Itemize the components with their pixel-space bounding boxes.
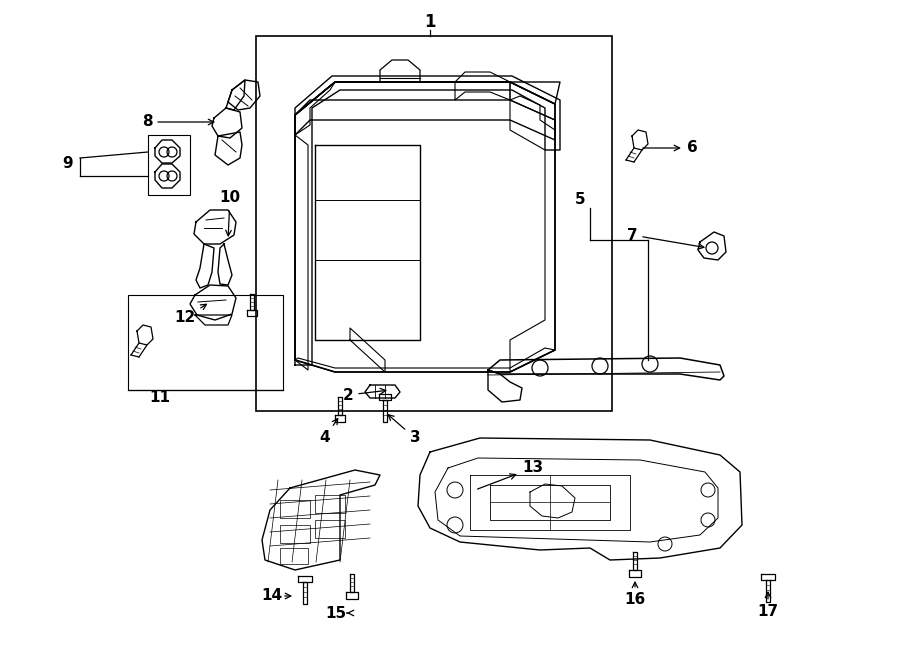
Text: 6: 6 — [643, 141, 698, 155]
Text: 5: 5 — [575, 192, 585, 208]
Text: 2: 2 — [343, 387, 386, 403]
Bar — [280, 500, 310, 518]
Text: 11: 11 — [149, 391, 170, 405]
Bar — [148, 135, 190, 195]
Text: 12: 12 — [175, 304, 206, 325]
Bar — [128, 295, 283, 390]
Bar — [315, 495, 345, 513]
Bar — [315, 520, 345, 538]
Bar — [280, 548, 308, 564]
Text: 10: 10 — [220, 190, 240, 236]
Text: 17: 17 — [758, 592, 778, 619]
Bar — [256, 36, 612, 411]
Text: 14: 14 — [261, 588, 283, 603]
Bar — [280, 525, 310, 543]
Text: 16: 16 — [625, 582, 645, 607]
Text: 1: 1 — [424, 13, 436, 31]
Text: 7: 7 — [626, 227, 704, 249]
Text: 13: 13 — [478, 461, 544, 489]
Text: 8: 8 — [141, 114, 214, 130]
Text: 9: 9 — [63, 157, 73, 171]
Text: 4: 4 — [320, 418, 338, 446]
Text: 15: 15 — [326, 605, 346, 621]
Text: 3: 3 — [388, 414, 420, 446]
